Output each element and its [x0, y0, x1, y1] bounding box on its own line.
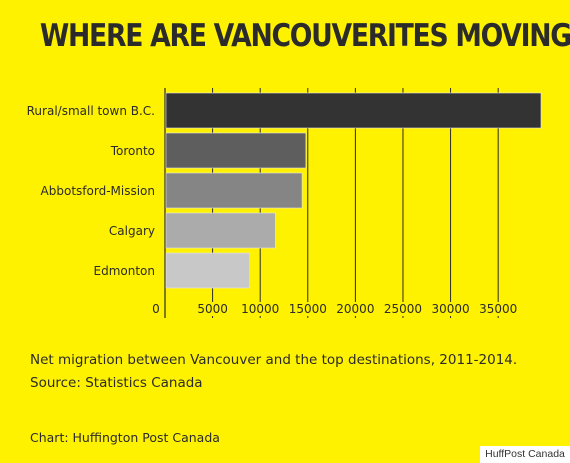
- x-tick-label: 30000: [431, 302, 469, 316]
- chart-source: Source: Statistics Canada: [30, 375, 203, 391]
- tick-label-backing: [286, 302, 329, 316]
- tick-label-backing: [477, 302, 520, 316]
- x-tick-label: 10000: [241, 302, 279, 316]
- tick-label-backing: [334, 302, 377, 316]
- category-label: Edmonton: [94, 264, 156, 278]
- chart-credit: Chart: Huffington Post Canada: [30, 430, 220, 445]
- bar: [165, 212, 276, 249]
- huffpost-watermark: HuffPost Canada: [480, 446, 570, 463]
- bar: [165, 252, 251, 289]
- chart-description: Net migration between Vancouver and the …: [30, 352, 518, 368]
- x-tick-label: 20000: [336, 302, 374, 316]
- bar: [165, 92, 542, 129]
- x-tick-label: 35000: [479, 302, 517, 316]
- tick-label-backing: [239, 302, 282, 316]
- chart-title: WHERE ARE VANCOUVERITES MOVING?: [39, 18, 570, 54]
- category-label: Abbotsford-Mission: [41, 184, 155, 198]
- x-tick-label: 25000: [384, 302, 422, 316]
- x-tick-label: 5000: [197, 302, 228, 316]
- x-tick-label: 0: [152, 302, 160, 316]
- tick-label-backing: [195, 302, 230, 316]
- x-tick-label: 15000: [289, 302, 327, 316]
- tick-label-backing: [429, 302, 472, 316]
- category-label: Rural/small town B.C.: [27, 104, 155, 118]
- category-label: Calgary: [109, 224, 155, 238]
- tick-label-backing: [381, 302, 425, 316]
- bar: [165, 172, 303, 209]
- category-label: Toronto: [110, 144, 155, 158]
- bar: [165, 132, 307, 169]
